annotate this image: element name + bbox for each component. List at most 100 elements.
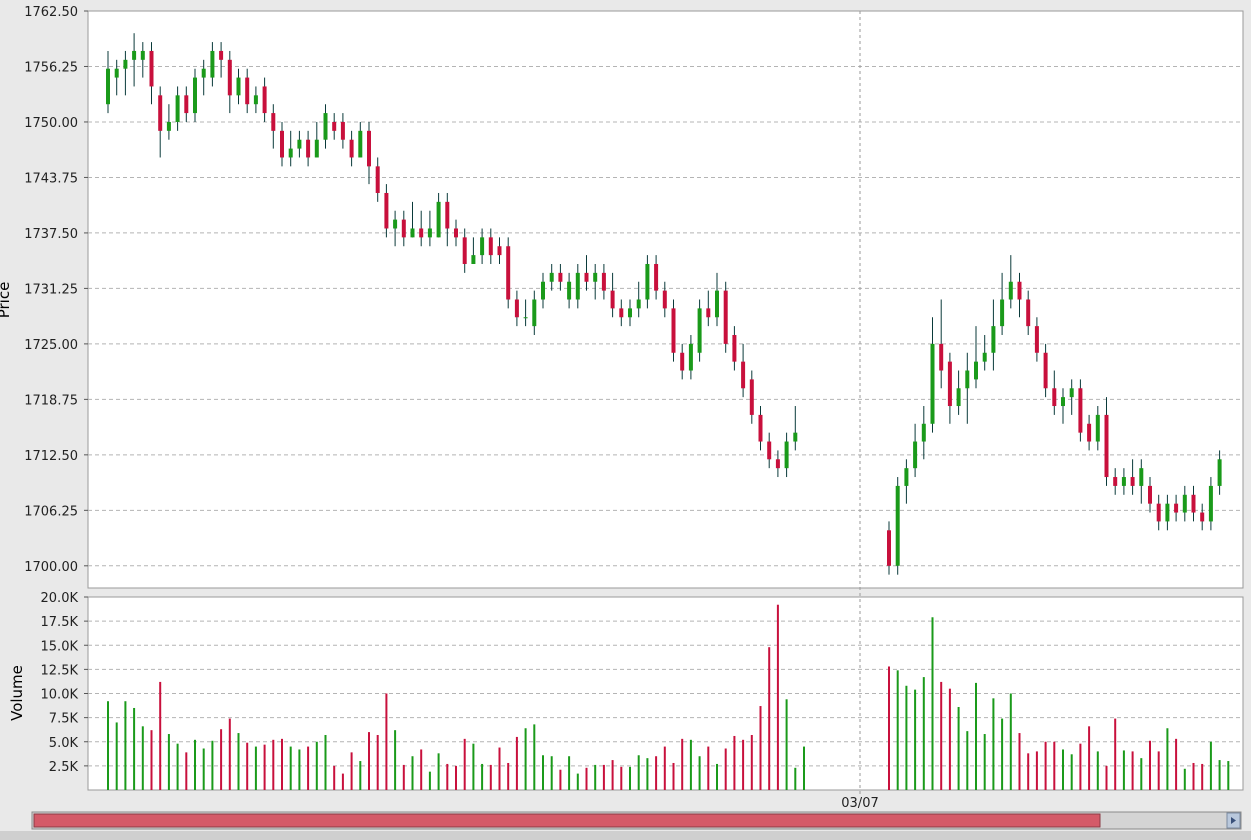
candle-body — [904, 468, 909, 486]
volume-bar — [905, 685, 908, 790]
candle-body — [340, 121, 345, 140]
volume-bar — [455, 765, 457, 790]
candle-body — [1000, 299, 1005, 327]
candle-body — [462, 237, 467, 264]
volume-bar — [324, 734, 327, 790]
volume-bar — [124, 701, 127, 790]
candle-body — [393, 219, 398, 229]
volume-bar — [524, 728, 527, 790]
volume-bar — [141, 726, 144, 790]
candle-body — [601, 272, 606, 291]
volume-bar — [1018, 733, 1021, 790]
candle-body — [671, 308, 676, 353]
volume-bar — [681, 738, 684, 790]
volume-bar — [576, 773, 579, 790]
volume-bar — [672, 762, 675, 790]
volume-bar — [1053, 741, 1056, 790]
volume-bar — [542, 755, 544, 790]
candle-body — [297, 139, 302, 149]
volume-bar — [637, 755, 640, 790]
volume-bar — [507, 762, 510, 790]
volume-bar — [568, 756, 571, 790]
volume-bar — [1131, 751, 1134, 790]
candle-body — [1008, 281, 1013, 300]
volume-bar — [489, 764, 492, 790]
candle-body — [523, 317, 528, 319]
volume-bar — [437, 753, 440, 790]
volume-bar — [463, 738, 466, 790]
volume-bar — [333, 765, 336, 790]
volume-bar — [1122, 750, 1125, 790]
volume-bar — [724, 748, 727, 790]
volume-bar — [315, 741, 318, 790]
volume-bar — [1166, 728, 1169, 790]
candle-body — [1200, 512, 1205, 522]
volume-bar — [759, 706, 762, 790]
volume-bar — [794, 767, 797, 790]
volume-bar — [1079, 743, 1082, 790]
candle-body — [1017, 281, 1022, 300]
volume-bar — [914, 689, 917, 790]
volume-bar — [194, 739, 196, 790]
price-tick-label: 1743.75 — [24, 171, 78, 186]
volume-axis-ticks: 2.5K 5.0K 7.5K 10.0K 12.5K 15.0K 17.5K 20.0K — [41, 591, 88, 775]
candle-body — [930, 343, 935, 424]
volume-bar — [957, 707, 960, 790]
volume-bar — [176, 743, 179, 790]
volume-tick-label: 20.0K — [41, 591, 79, 606]
candle-body — [645, 263, 650, 300]
candle-body — [549, 272, 554, 282]
candle-body — [106, 68, 110, 105]
volume-bar — [940, 681, 943, 790]
volume-bar — [896, 670, 899, 790]
candle-body — [982, 352, 987, 362]
candle-body — [1026, 299, 1031, 327]
volume-bar — [975, 682, 977, 790]
price-gridlines — [88, 65, 1243, 567]
candle-body — [488, 237, 493, 256]
volume-bar — [185, 752, 188, 790]
candle-body — [558, 272, 563, 282]
volume-bar — [420, 749, 423, 790]
candle-body — [253, 95, 258, 105]
volume-bar — [611, 760, 614, 790]
scrollbar-thumb[interactable] — [33, 813, 1101, 828]
volume-bar — [246, 742, 249, 790]
volume-bar — [931, 617, 934, 790]
candle-body — [1113, 477, 1118, 486]
candle-body — [445, 201, 450, 229]
volume-bar — [803, 746, 805, 790]
volume-bar — [307, 746, 310, 790]
candle-body — [895, 485, 900, 566]
volume-bar — [1070, 754, 1073, 790]
candle-body — [758, 414, 763, 442]
volume-bar — [1096, 751, 1099, 790]
candle-body — [706, 308, 711, 318]
candle-body — [227, 59, 232, 96]
volume-axis-title: Volume — [8, 665, 26, 721]
candle-body — [375, 166, 380, 193]
volume-bar — [394, 730, 397, 790]
volume-bar — [1175, 738, 1178, 790]
candle-body — [584, 272, 589, 282]
candle-body — [123, 59, 128, 69]
candle-body — [349, 139, 354, 158]
candle-body — [114, 68, 119, 78]
volume-bar — [350, 752, 353, 790]
volume-bar — [550, 756, 553, 790]
volume-bar — [150, 730, 153, 790]
candle-body — [497, 246, 502, 256]
volume-gridlines — [88, 620, 1243, 767]
volume-bar — [966, 731, 969, 790]
volume-bar — [785, 699, 788, 790]
volume-bar — [202, 748, 205, 790]
candle-body — [1174, 503, 1179, 513]
candle-body — [1069, 388, 1074, 398]
candle-body — [974, 361, 978, 380]
candle-body — [784, 441, 789, 469]
candle-body — [184, 95, 189, 114]
price-tick-label: 1700.00 — [24, 560, 78, 575]
candle-body — [201, 68, 206, 78]
candle-body — [332, 121, 337, 131]
volume-bar — [1157, 751, 1160, 790]
